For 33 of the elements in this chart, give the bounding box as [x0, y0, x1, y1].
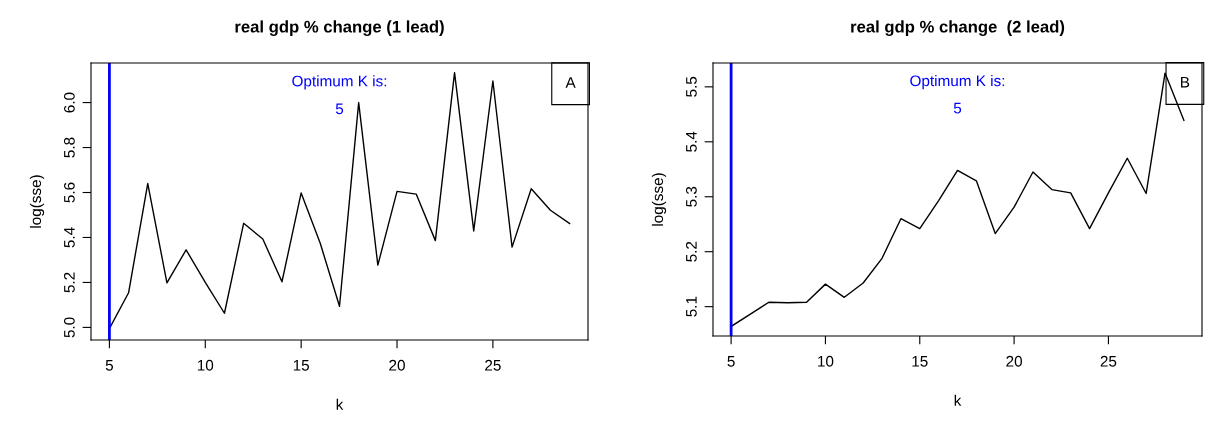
y-tick-label: 5.3: [685, 186, 697, 207]
y-axis-title: log(sse): [29, 175, 45, 228]
annotation: Optimum K is:: [292, 75, 387, 90]
y-tick-label: 5.2: [685, 241, 697, 262]
x-tick-label: 10: [818, 355, 834, 367]
annotation: B: [1181, 76, 1190, 88]
y-tick-label: 5.0: [63, 317, 75, 338]
annotation: 5: [335, 103, 344, 115]
x-tick-label: 15: [912, 356, 928, 367]
x-tick-label: 15: [293, 360, 310, 371]
y-tick-label: 5.4: [686, 131, 697, 152]
x-tick-label: 5: [105, 360, 114, 371]
y-tick-label: 5.5: [686, 76, 697, 97]
y-tick-label: 5.8: [63, 137, 75, 158]
annotation: A: [565, 77, 576, 88]
y-tick-label: 5.1: [686, 296, 697, 317]
annotation: Optimum K is:: [910, 74, 1005, 90]
chart-title: real gdp % change (1 lead): [235, 20, 444, 36]
x-tick-label: 5: [727, 356, 735, 367]
y-tick-label: 5.2: [63, 272, 75, 293]
y-tick-label: 5.4: [64, 227, 75, 248]
y-tick-label: 5.6: [63, 182, 75, 203]
annotation: 5: [953, 102, 962, 114]
x-tick-label: 10: [197, 359, 214, 371]
x-tick-label: 20: [389, 359, 405, 371]
x-axis-title: k: [954, 394, 962, 406]
x-tick-label: 25: [1100, 355, 1117, 367]
x-tick-label: 20: [1006, 355, 1022, 367]
y-axis-title: log(sse): [651, 173, 667, 226]
x-tick-label: 25: [485, 359, 501, 371]
chart-title: real gdp % change (2 lead): [851, 20, 1065, 36]
x-axis-title: k: [336, 398, 344, 410]
y-tick-label: 6.0: [63, 92, 75, 113]
